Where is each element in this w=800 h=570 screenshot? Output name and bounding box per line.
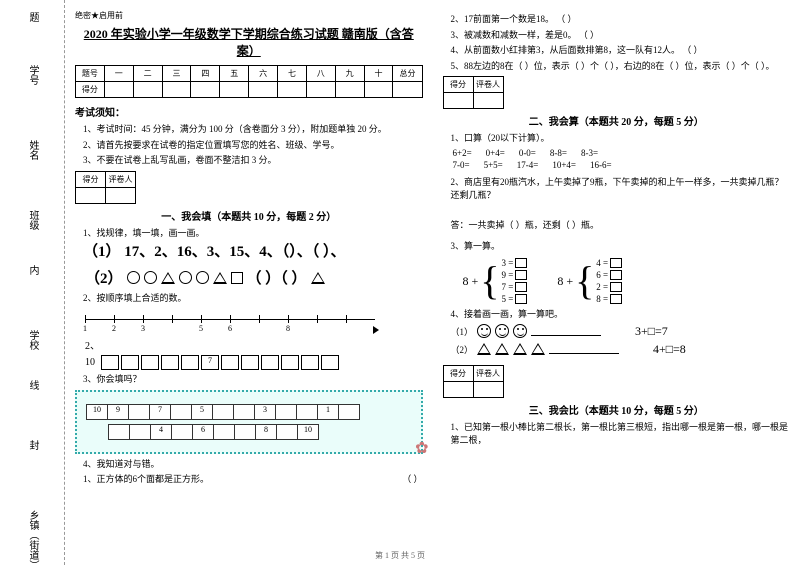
q2-2-ans: 答：一共卖掉（ ）瓶，还剩（ ）瓶。 <box>443 219 791 232</box>
triangle-icon <box>213 272 227 284</box>
inner-row-2: 4 6 8 10 <box>109 424 411 440</box>
th: 四 <box>191 66 220 82</box>
binding-margin: 题 学号 姓名 班级 内 学校 线 封 乡镇（街道） <box>0 0 65 565</box>
triangle-icon <box>531 343 545 355</box>
margin-label: 学校 <box>25 330 40 350</box>
left-column: 绝密★启用前 2020 年实验小学一年级数学下学期综合练习试题 赣南版（含答案）… <box>75 10 423 489</box>
q1-3: 3、你会填吗？ <box>75 373 423 386</box>
td: 得分 <box>76 82 105 98</box>
number-line: 1 2 3 5 6 8 <box>85 309 423 334</box>
brace-right: 8 + { 4 = 6 = 2 = 8 = <box>557 258 622 304</box>
box-row-a: 2、 <box>85 337 423 352</box>
q2-3: 3、算一算。 <box>443 240 791 253</box>
th: 九 <box>335 66 364 82</box>
q-r5: 5、88左边的8在（ ）位，表示（ ）个（ ），右边的8在（ ）位，表示（ ）个… <box>443 60 791 73</box>
q1-1-seq: （1） 17、2、16、3、15、4、（）、（ ）、 <box>75 242 423 263</box>
grader-table: 得分评卷人 <box>443 76 504 109</box>
q2-4-row1: （1） 3+□=7 <box>451 324 783 339</box>
th: 一 <box>104 66 133 82</box>
circle-icon <box>179 271 192 284</box>
th: 五 <box>220 66 249 82</box>
inner-row-1: 109 7 5 3 1 <box>87 404 411 420</box>
grader-table: 得分评卷人 <box>443 365 504 398</box>
margin-label: 线 <box>25 380 40 390</box>
th: 十 <box>364 66 393 82</box>
dotted-panel: 109 7 5 3 1 4 6 8 10 ✿ <box>75 390 423 454</box>
q1-4-sub: 1、正方体的6个面都是正方形。 （ ） <box>75 473 423 486</box>
brace-problems: 8 + { 3 = 9 = 7 = 5 = 8 + { 4 = 6 = 2 = … <box>463 258 791 304</box>
smile-icon <box>513 324 527 338</box>
secret-label: 绝密★启用前 <box>75 10 423 21</box>
circle-icon <box>196 271 209 284</box>
th: 三 <box>162 66 191 82</box>
q2-1: 1、口算（20以下计算）。 <box>443 132 791 145</box>
q2-4-row2: （2） 4+□=8 <box>451 342 783 357</box>
notice-head: 考试须知： <box>75 104 423 119</box>
circle-icon <box>144 271 157 284</box>
grader-table: 得分评卷人 <box>75 171 136 204</box>
margin-label: 学号 <box>25 65 40 85</box>
margin-label: 内 <box>25 265 40 275</box>
th: 七 <box>278 66 307 82</box>
notice: 2、请首先按要求在试卷的指定位置填写您的姓名、班级、学号。 <box>75 139 423 152</box>
tf-item: 3、被减数和减数一样，差是0。 （ ） <box>443 29 791 42</box>
q1-1: 1、找规律，填一填，画一画。 <box>75 227 423 240</box>
blank-line[interactable] <box>531 326 601 336</box>
section-3-title: 三、我会比（本题共 10 分，每题 5 分） <box>443 402 791 417</box>
q1-4: 4、我知道对与错。 <box>75 458 423 471</box>
margin-label: 班级 <box>25 210 40 230</box>
triangle-icon <box>161 272 175 284</box>
th: 二 <box>133 66 162 82</box>
margin-label: 姓名 <box>25 140 40 160</box>
exam-title: 2020 年实验小学一年级数学下学期综合练习试题 赣南版（含答案） <box>75 25 423 59</box>
triangle-icon <box>311 272 325 284</box>
square-icon <box>231 272 243 284</box>
tf-item: 2、17前面第一个数是18。 （ ） <box>443 13 791 26</box>
section-1-title: 一、我会填（本题共 10 分，每题 2 分） <box>75 208 423 223</box>
triangle-icon <box>495 343 509 355</box>
q1-2: 2、按顺序填上合适的数。 <box>75 292 423 305</box>
q2-2: 2、商店里有20瓶汽水，上午卖掉了9瓶，下午卖掉的和上午一样多，一共卖掉几瓶？还… <box>443 176 791 201</box>
tf-item: 4、从前面数小红排第3，从后面数排第8，这一队有12人。 （ ） <box>443 44 791 57</box>
th: 题号 <box>76 66 105 82</box>
triangle-icon <box>513 343 527 355</box>
margin-label: 题 <box>25 12 40 22</box>
brace-icon: { <box>480 261 499 301</box>
q3-1: 1、已知第一根小棒比第二根长，第一根比第三根短，指出哪一根是第一根，哪一根是第二… <box>443 421 791 446</box>
calc-row: 7-0=5+5= 17-4=10+4= 16-6= <box>453 160 791 170</box>
th: 八 <box>306 66 335 82</box>
page-footer: 第 1 页 共 5 页 <box>0 550 800 561</box>
smile-icon <box>495 324 509 338</box>
flower-icon: ✿ <box>415 438 428 458</box>
calc-row: 6+2=0+4= 0-0=8-8= 8-3= <box>453 148 791 158</box>
section-2-title: 二、我会算（本题共 20 分，每题 5 分） <box>443 113 791 128</box>
blank-line[interactable] <box>549 344 619 354</box>
th: 六 <box>249 66 278 82</box>
notice: 3、不要在试卷上乱写乱画，卷面不整洁扣 3 分。 <box>75 154 423 167</box>
right-column: 2、17前面第一个数是18。 （ ） 3、被减数和减数一样，差是0。 （ ） 4… <box>443 10 791 489</box>
brace-icon: { <box>575 261 594 301</box>
arrow-icon <box>373 326 379 334</box>
margin-label: 封 <box>25 440 40 450</box>
notice: 1、考试时间：45 分钟，满分为 100 分（含卷面分 3 分），附加题单独 2… <box>75 123 423 136</box>
brace-left: 8 + { 3 = 9 = 7 = 5 = <box>463 258 528 304</box>
score-table: 题号 一 二 三 四 五 六 七 八 九 十 总分 得分 <box>75 65 423 98</box>
q1-1-shapes: （2） （ ）（ ） <box>75 267 423 288</box>
smile-icon <box>477 324 491 338</box>
th: 总分 <box>393 66 422 82</box>
circle-icon <box>127 271 140 284</box>
triangle-icon <box>477 343 491 355</box>
q2-4: 4、接着画一画，算一算吧。 <box>443 308 791 321</box>
box-row-b: 10 7 <box>85 355 423 370</box>
page-content: 绝密★启用前 2020 年实验小学一年级数学下学期综合练习试题 赣南版（含答案）… <box>75 10 790 489</box>
